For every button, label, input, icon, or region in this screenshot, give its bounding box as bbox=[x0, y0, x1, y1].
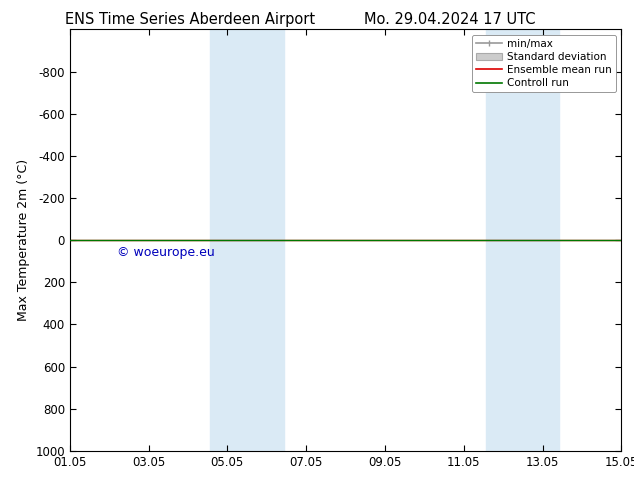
Text: © woeurope.eu: © woeurope.eu bbox=[117, 246, 214, 259]
Bar bbox=[486, 29, 559, 451]
Text: ENS Time Series Aberdeen Airport: ENS Time Series Aberdeen Airport bbox=[65, 12, 315, 27]
Text: Mo. 29.04.2024 17 UTC: Mo. 29.04.2024 17 UTC bbox=[365, 12, 536, 27]
Bar bbox=[210, 29, 283, 451]
Legend: min/max, Standard deviation, Ensemble mean run, Controll run: min/max, Standard deviation, Ensemble me… bbox=[472, 35, 616, 92]
Y-axis label: Max Temperature 2m (°C): Max Temperature 2m (°C) bbox=[16, 159, 30, 321]
